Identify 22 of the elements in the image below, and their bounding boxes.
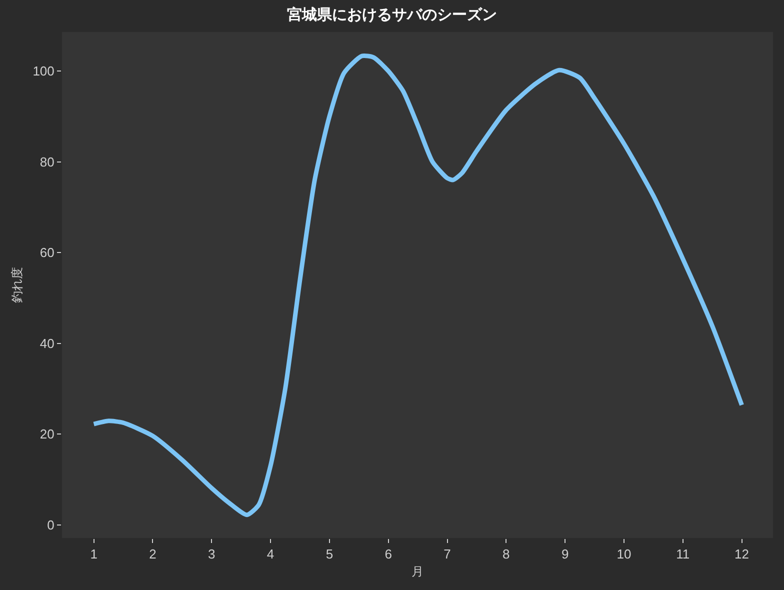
y-tick-label: 60 [40, 245, 54, 260]
x-tick-label: 11 [676, 546, 690, 562]
chart-title: 宮城県におけるサバのシーズン [287, 5, 497, 24]
y-tick-label: 80 [40, 154, 54, 170]
x-tick-label: 4 [266, 546, 274, 562]
x-tick-label: 8 [502, 546, 510, 562]
x-axis-title: 月 [412, 564, 424, 578]
line-series [92, 54, 744, 518]
x-tick-label: 9 [561, 546, 569, 562]
x-tick-label: 5 [326, 546, 334, 562]
y-tick-label: 100 [32, 64, 54, 79]
x-tick-label: 7 [444, 546, 451, 562]
y-tick-label: 40 [40, 336, 54, 351]
y-tick-label: 20 [40, 426, 54, 442]
x-tick-label: 10 [616, 546, 632, 562]
y-axis-title: 釣れ度 [10, 267, 24, 303]
x-tick-label: 3 [208, 546, 216, 562]
x-tick-label: 1 [90, 546, 98, 562]
y-tick-label: 0 [47, 517, 54, 532]
x-tick-label: 6 [384, 546, 392, 562]
x-tick-label: 2 [149, 546, 156, 562]
x-tick-label: 12 [734, 546, 750, 562]
